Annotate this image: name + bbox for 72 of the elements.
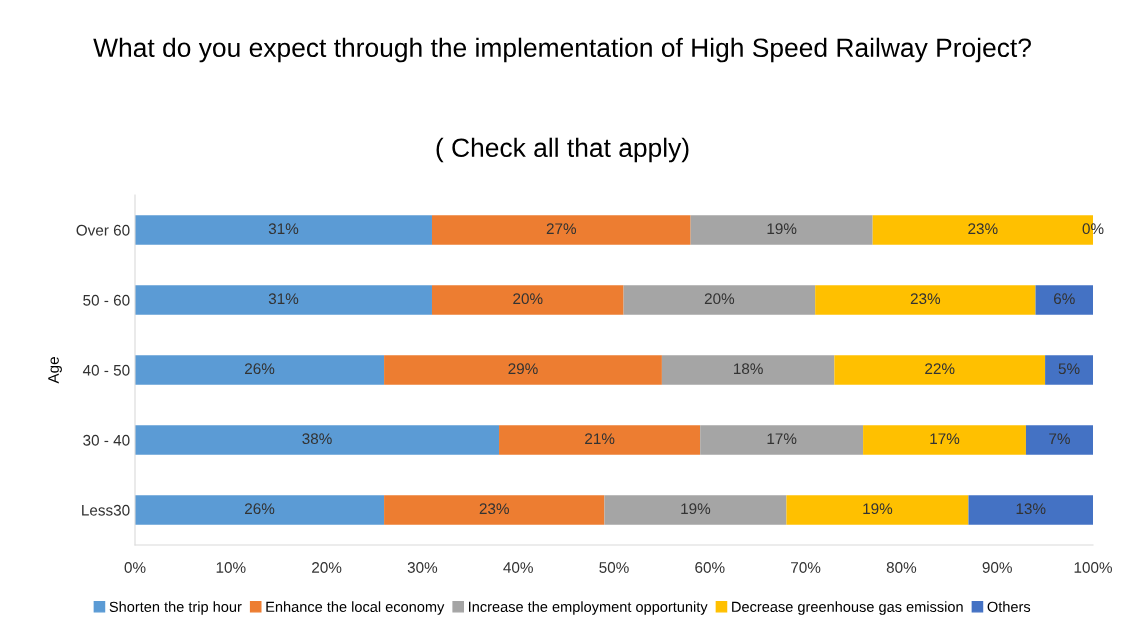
data-label: 20% xyxy=(513,293,543,305)
legend-label: Enhance the local economy xyxy=(266,601,445,615)
bar xyxy=(1045,355,1093,385)
bar xyxy=(135,355,385,385)
bar xyxy=(431,215,691,245)
data-label: 26% xyxy=(245,363,275,375)
data-label: 17% xyxy=(930,433,960,445)
data-label: 31% xyxy=(268,293,299,305)
bar xyxy=(1025,425,1093,455)
bar xyxy=(604,495,787,525)
data-label: 5% xyxy=(1058,363,1080,375)
data-label: 22% xyxy=(925,363,955,375)
data-label: 17% xyxy=(767,433,797,445)
legend-label: Decrease greenhouse gas emission xyxy=(732,601,963,615)
data-label: 20% xyxy=(704,293,735,305)
bar xyxy=(815,285,1036,315)
legend-label: Increase the employment opportunity xyxy=(469,601,708,615)
x-tick-label: 20% xyxy=(312,562,342,573)
y-tick-label: Less30 xyxy=(82,504,130,516)
bar xyxy=(384,495,605,525)
data-label: 29% xyxy=(508,363,538,375)
data-label: 6% xyxy=(1054,293,1075,305)
x-tick-label: 30% xyxy=(407,562,438,573)
bar xyxy=(690,215,873,245)
bar xyxy=(135,425,500,455)
data-label: 13% xyxy=(1016,503,1046,515)
x-tick-label: 70% xyxy=(791,562,821,573)
data-label: 23% xyxy=(968,223,998,235)
legend-label: Shorten the trip hour xyxy=(109,601,242,615)
bar xyxy=(384,355,662,385)
y-axis-title: Age xyxy=(48,357,62,384)
data-label: 26% xyxy=(245,503,275,515)
data-label: 7% xyxy=(1049,433,1070,445)
y-tick-label: 30 - 40 xyxy=(83,434,130,446)
y-tick-label: 40 - 50 xyxy=(82,364,130,376)
x-tick-label: 90% xyxy=(982,562,1012,573)
y-tick-label: 50 - 60 xyxy=(83,294,130,306)
bar xyxy=(1035,285,1093,315)
x-tick-label: 80% xyxy=(886,562,917,573)
data-label: 31% xyxy=(268,223,299,235)
bar xyxy=(786,495,969,525)
bar xyxy=(968,495,1093,525)
bar xyxy=(863,425,1026,455)
data-label: 19% xyxy=(767,223,797,235)
x-tick-label: 50% xyxy=(599,562,629,573)
legend-label: Others xyxy=(987,601,1031,612)
x-tick-label: 100% xyxy=(1074,562,1112,573)
chart-subtitle: ( Check all that apply) xyxy=(436,137,689,163)
data-label: 0% xyxy=(1082,223,1104,235)
y-tick-label: Over 60 xyxy=(76,224,130,236)
data-label: 23% xyxy=(910,293,941,305)
data-label: 38% xyxy=(302,433,332,445)
bar xyxy=(834,355,1046,385)
x-tick-label: 10% xyxy=(216,562,246,573)
bar xyxy=(135,495,385,525)
data-label: 21% xyxy=(585,433,615,445)
data-label: 18% xyxy=(734,363,763,375)
bar xyxy=(499,425,701,455)
bar xyxy=(623,285,816,315)
bar xyxy=(135,215,432,245)
data-label: 23% xyxy=(479,503,509,515)
data-label: 19% xyxy=(681,503,711,515)
x-tick-label: 60% xyxy=(695,562,725,573)
bar xyxy=(135,285,432,315)
x-tick-label: 0% xyxy=(124,562,146,573)
data-label: 19% xyxy=(863,503,893,515)
x-tick-label: 40% xyxy=(503,562,533,573)
bar xyxy=(700,425,864,455)
bar xyxy=(431,285,624,315)
data-label: 27% xyxy=(546,223,577,235)
bar xyxy=(661,355,835,385)
chart-title: What do you expect through the implementation of High Speed Railway Project? xyxy=(93,37,1031,63)
